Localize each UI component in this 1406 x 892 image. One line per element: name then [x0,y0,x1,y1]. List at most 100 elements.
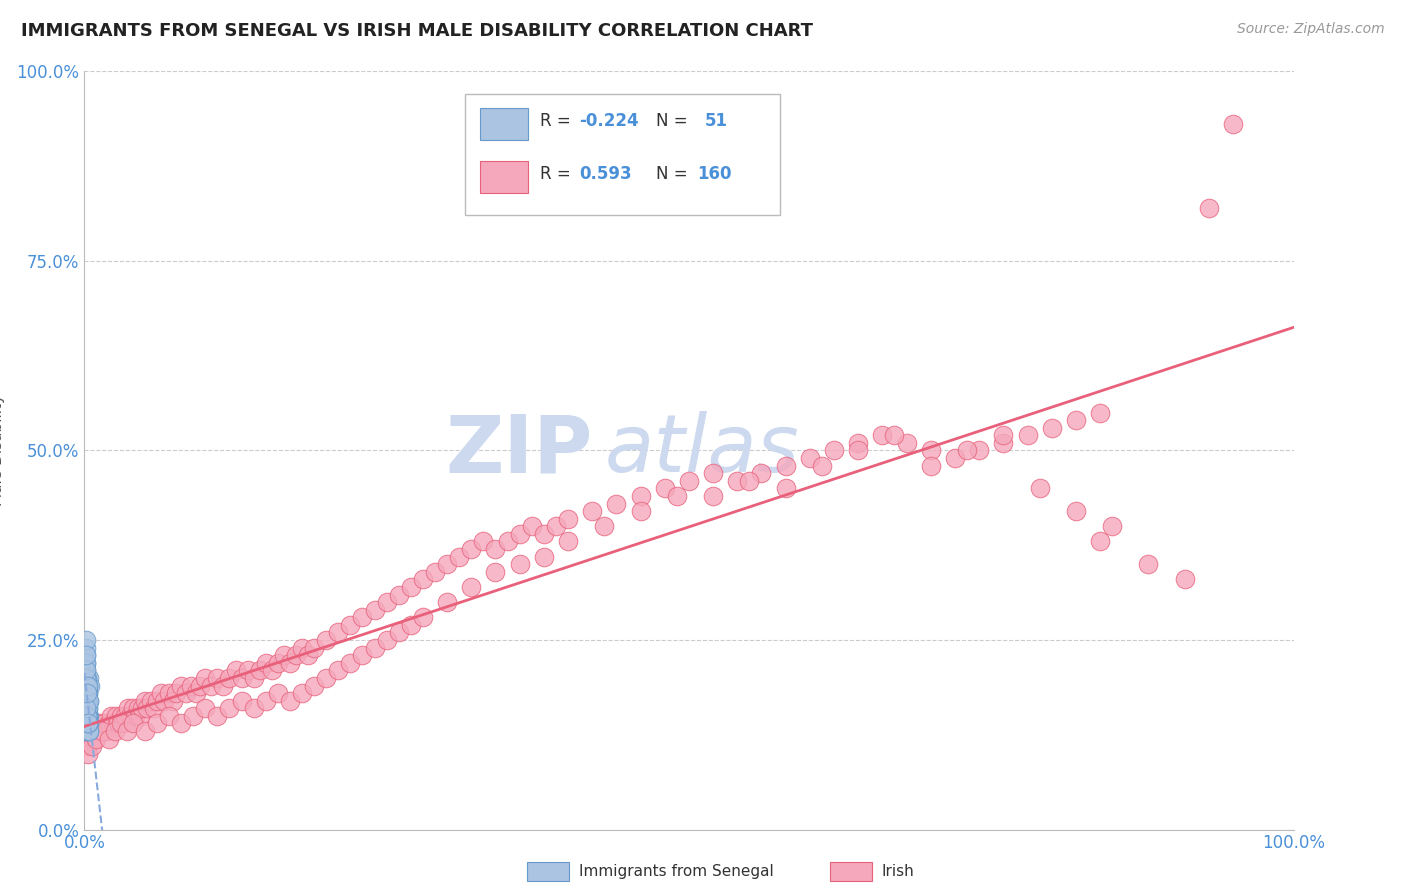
Point [76,686,98,700]
Point [75,656,97,670]
Point [509,557,531,572]
Point [97,731,120,746]
Point [1101,519,1123,533]
Point [139,694,162,708]
Y-axis label: Male Disability: Male Disability [0,394,6,507]
Point [956,443,979,458]
Point [157,708,180,723]
Point [110,708,132,723]
Text: 160: 160 [697,165,733,183]
Point [725,474,748,488]
Point [630,489,652,503]
Text: N =: N = [657,112,688,129]
Point [114,708,136,723]
Point [883,428,905,442]
Point [738,474,761,488]
Point [1040,421,1063,435]
Point [76,686,98,700]
Point [194,701,217,715]
Point [77,694,100,708]
Point [260,664,283,678]
Point [104,724,127,739]
Text: Irish: Irish [882,864,914,879]
Point [174,686,197,700]
Point [1198,201,1220,215]
Point [194,671,217,685]
Point [297,648,319,662]
Point [84,731,107,746]
Point [184,686,207,700]
Point [225,664,247,678]
Point [496,534,519,549]
Point [104,708,127,723]
Point [472,534,495,549]
Point [76,701,98,715]
Point [76,708,98,723]
FancyBboxPatch shape [465,95,780,216]
Point [170,678,193,692]
Point [77,686,100,700]
Point [328,625,350,640]
Text: N =: N = [657,165,688,183]
Point [77,694,100,708]
Point [315,671,337,685]
Point [79,731,101,746]
Point [129,708,152,723]
Point [103,716,125,731]
Point [665,489,688,503]
Point [509,526,531,541]
Point [87,716,110,731]
Point [557,512,579,526]
Point [134,724,156,739]
Point [170,716,193,731]
Point [80,739,103,753]
Point [811,458,834,473]
Point [76,701,98,715]
Text: ZIP: ZIP [444,411,592,490]
Point [339,617,361,632]
Point [315,633,337,648]
Point [1137,557,1160,572]
Point [436,595,458,609]
Point [143,701,166,715]
Point [254,656,277,670]
Point [993,436,1015,450]
Point [110,716,132,731]
Point [162,694,184,708]
FancyBboxPatch shape [479,161,529,193]
Point [254,694,277,708]
Point [1017,428,1039,442]
Point [278,656,301,670]
Point [76,701,98,715]
Point [236,664,259,678]
Point [165,686,187,700]
Point [328,664,350,678]
Point [76,694,98,708]
Point [249,664,271,678]
Point [77,724,100,739]
Point [75,664,97,678]
Point [1222,117,1244,131]
Point [112,716,135,731]
Text: -0.224: -0.224 [579,112,638,129]
Point [823,443,845,458]
Point [375,633,398,648]
Point [557,534,579,549]
Point [75,640,97,655]
Point [388,588,411,602]
Point [896,436,918,450]
Point [1088,405,1111,420]
Point [120,708,142,723]
Point [484,565,506,579]
Point [134,694,156,708]
Point [115,724,138,739]
Point [1064,504,1087,518]
Point [544,519,567,533]
Point [77,716,100,731]
Point [190,678,212,692]
Text: atlas: atlas [605,411,799,490]
Point [77,716,100,731]
Point [121,716,143,731]
Point [799,451,821,466]
Point [77,694,100,708]
